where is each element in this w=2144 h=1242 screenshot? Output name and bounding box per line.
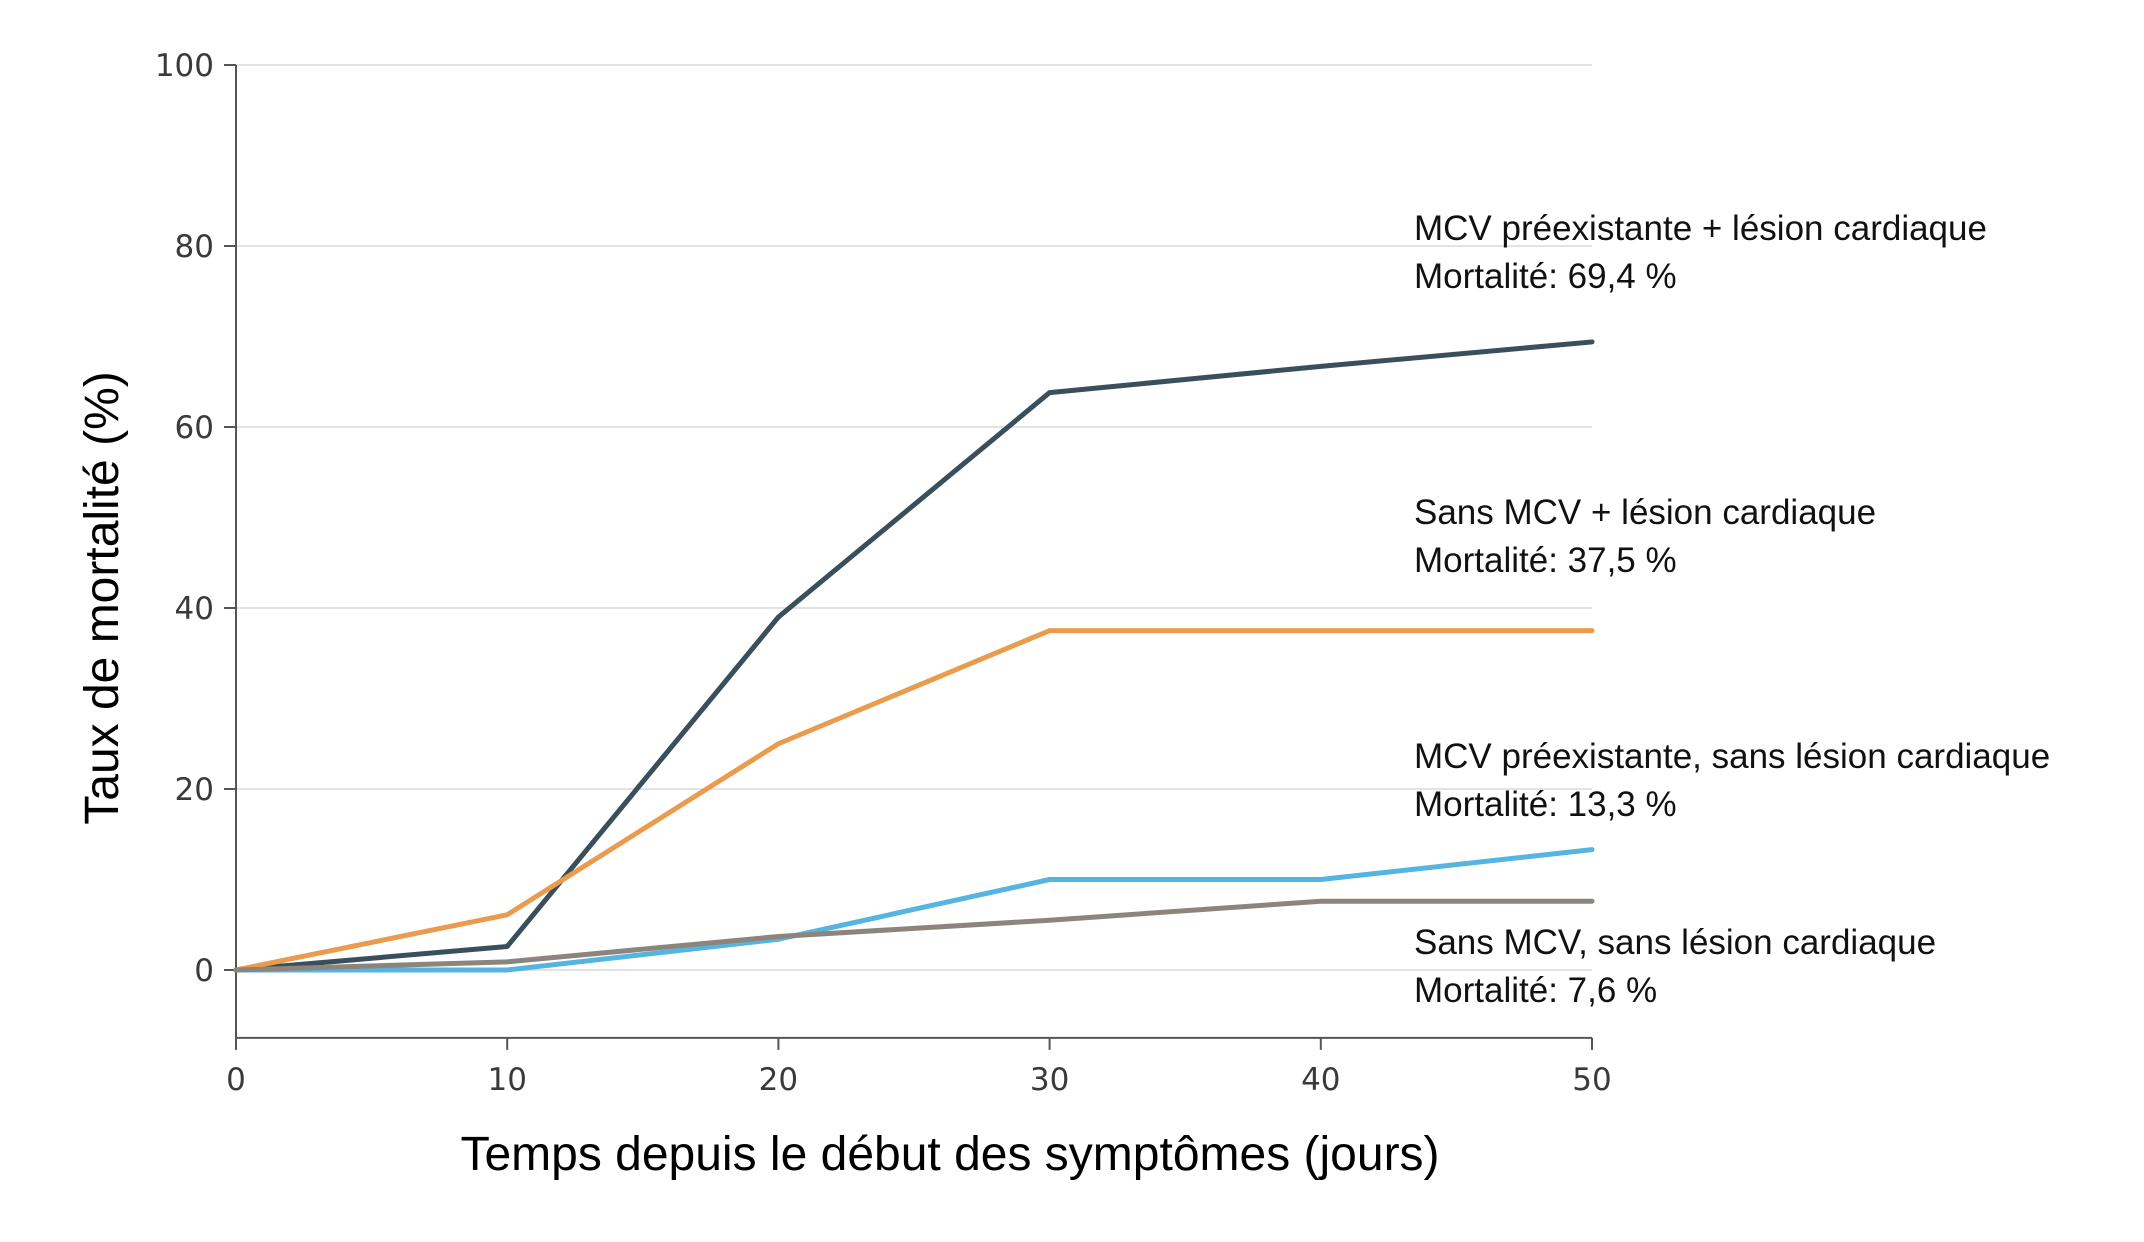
x-tick-label: 10 xyxy=(487,1062,526,1098)
x-tick-label: 40 xyxy=(1301,1062,1340,1098)
axes xyxy=(235,65,1592,1039)
x-tick-label: 0 xyxy=(226,1062,246,1098)
x-axis-title: Temps depuis le début des symptômes (jou… xyxy=(460,1128,1439,1181)
series-mortality-1: Mortalité: 69,4 % xyxy=(1414,257,1677,296)
series-line-3 xyxy=(233,847,1595,973)
x-tick-label: 20 xyxy=(759,1062,798,1098)
y-tick-label: 100 xyxy=(155,48,214,84)
y-axis-title: Taux de mortalité (%) xyxy=(76,371,129,825)
x-tick-label: 30 xyxy=(1030,1062,1069,1098)
y-tick-label: 20 xyxy=(175,772,214,808)
series-line-2 xyxy=(233,628,1595,973)
y-tick-label: 0 xyxy=(194,953,214,989)
series-label-3: MCV préexistante, sans lésion cardiaque xyxy=(1414,737,2050,776)
x-tick-label: 50 xyxy=(1572,1062,1611,1098)
y-tick-label: 40 xyxy=(175,591,214,627)
series-label-4: Sans MCV, sans lésion cardiaque xyxy=(1414,923,1936,962)
series-mortality-3: Mortalité: 13,3 % xyxy=(1414,785,1677,824)
series-line-1 xyxy=(233,339,1595,973)
x-axis-ticks: 0 10 20 30 40 50 xyxy=(226,1037,1612,1098)
series-mortality-4: Mortalité: 7,6 % xyxy=(1414,971,1657,1010)
y-axis-ticks: 0 20 40 60 80 100 xyxy=(155,48,236,989)
series-label-2: Sans MCV + lésion cardiaque xyxy=(1414,493,1876,532)
series-annotations: MCV préexistante + lésion cardiaque Morta… xyxy=(1414,209,2050,1010)
gridlines xyxy=(236,64,1592,971)
y-tick-label: 60 xyxy=(175,410,214,446)
series-mortality-2: Mortalité: 37,5 % xyxy=(1414,541,1677,580)
series-label-1: MCV préexistante + lésion cardiaque xyxy=(1414,209,1987,248)
series-lines xyxy=(233,339,1595,973)
series-line-4 xyxy=(233,898,1595,973)
y-tick-label: 80 xyxy=(175,229,214,265)
